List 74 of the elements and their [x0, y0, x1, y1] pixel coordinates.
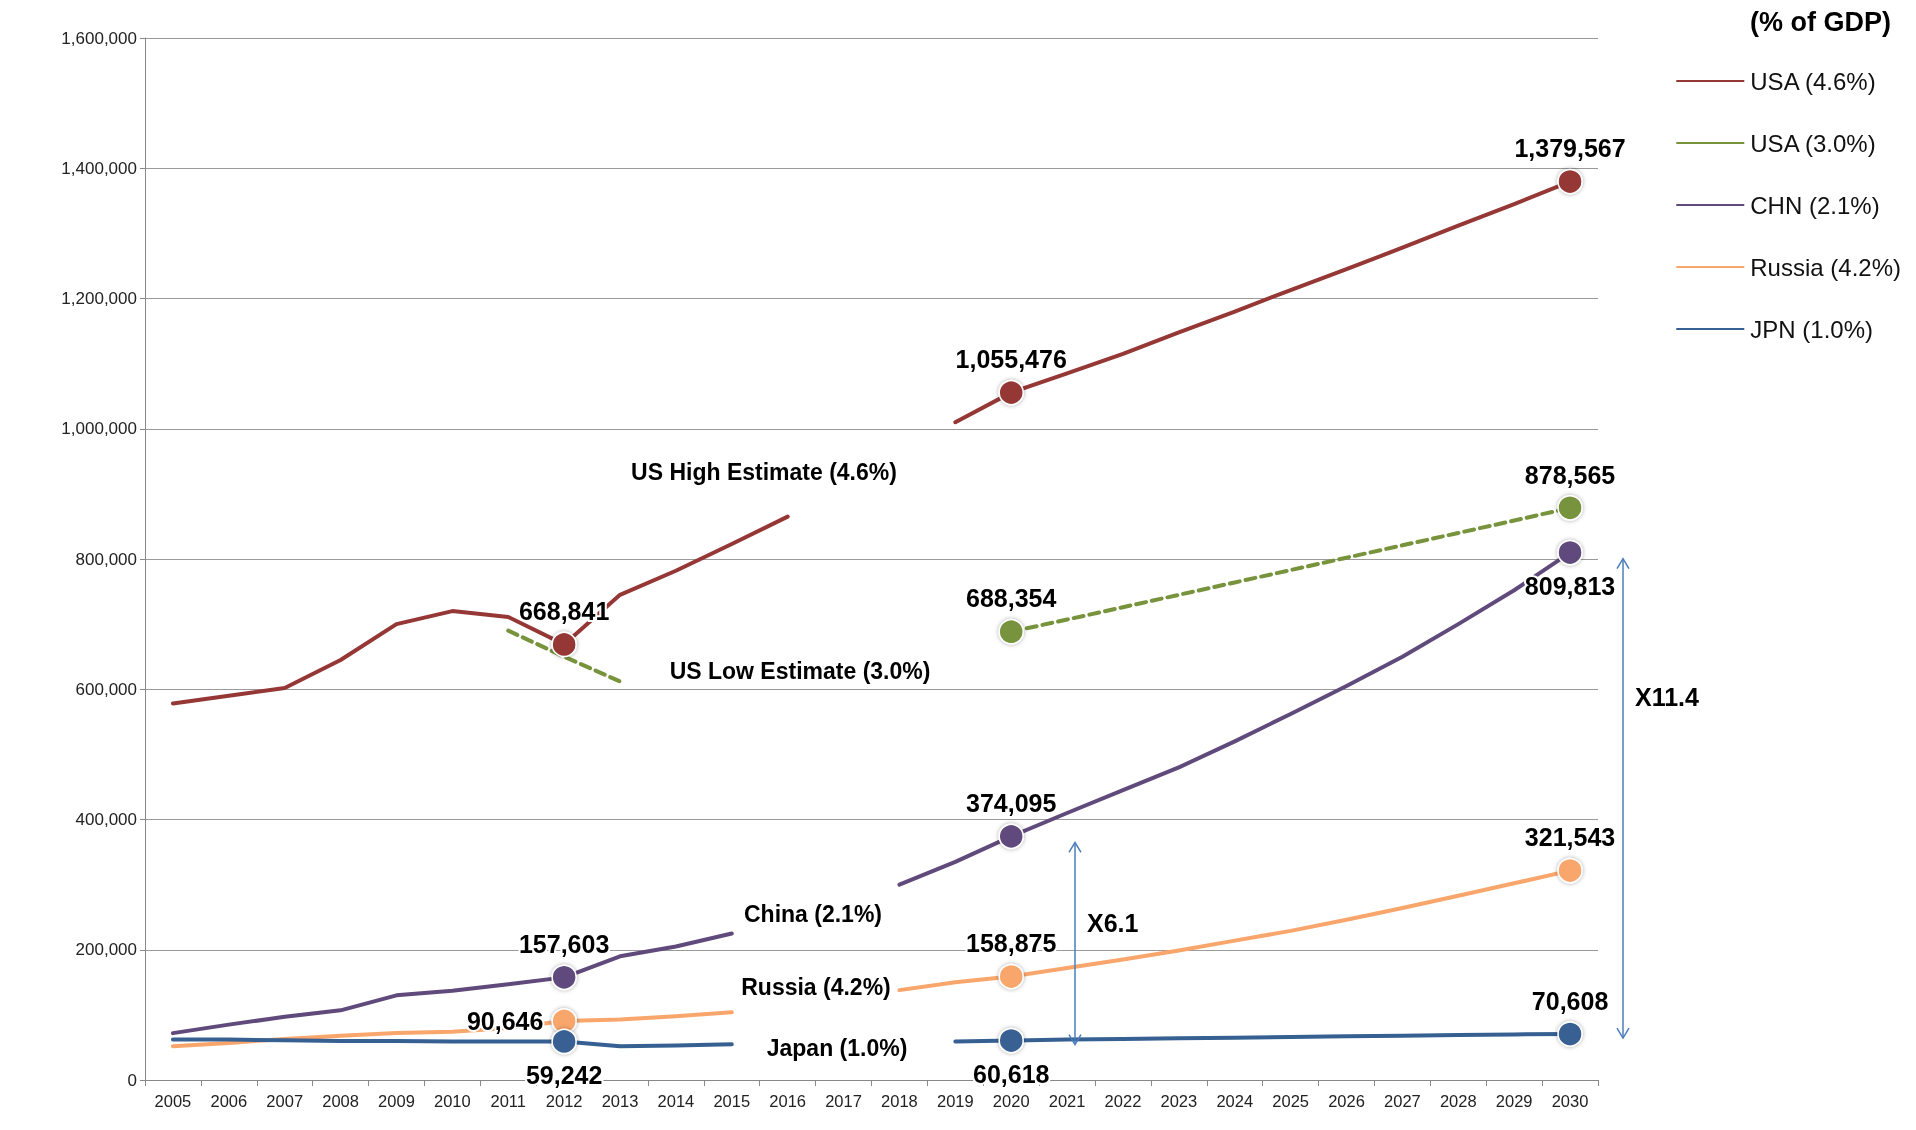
- x-tick-label: 2016: [769, 1091, 807, 1110]
- annotation: China (2.1%): [743, 901, 883, 927]
- x-tick-label: 2026: [1328, 1091, 1365, 1110]
- data-label: 1,379,567: [1514, 134, 1626, 163]
- y-tick-label: 1,200,000: [61, 289, 137, 308]
- point: [551, 1028, 577, 1055]
- x-tick-label: 2024: [1216, 1091, 1254, 1110]
- y-tick-label: 600,000: [75, 679, 137, 699]
- point: [1557, 539, 1583, 566]
- y-tick-label: 800,000: [75, 549, 137, 569]
- x-tick-label: 2023: [1160, 1091, 1198, 1110]
- legend-label: CHN (2.1%): [1750, 191, 1880, 219]
- x-tick-label: 2007: [266, 1091, 304, 1110]
- x-tick-label: 2015: [713, 1091, 751, 1110]
- point: [551, 1008, 577, 1034]
- annotation: Japan (1.0%): [766, 1035, 908, 1061]
- point: [551, 631, 577, 658]
- data-label: 878,565: [1524, 460, 1616, 489]
- x-tick-label: 2012: [545, 1091, 583, 1110]
- data-label: 374,095: [966, 789, 1057, 818]
- point: [551, 964, 577, 991]
- data-label: 1,055,476: [955, 345, 1067, 374]
- x-tick-label: 2020: [992, 1091, 1030, 1110]
- point: [1557, 495, 1583, 521]
- point: [1557, 1021, 1583, 1047]
- x-tick-label: 2011: [490, 1091, 526, 1110]
- x-tick-label: 2019: [936, 1091, 974, 1110]
- annotation: X6.1: [1087, 909, 1139, 937]
- legend-label: USA (4.6%): [1750, 67, 1876, 95]
- annotation: Russia (4.2%): [741, 974, 891, 1000]
- point: [998, 1027, 1024, 1054]
- x-tick-label: 2025: [1272, 1091, 1309, 1110]
- data-label: 157,603: [518, 930, 610, 959]
- point: [998, 379, 1024, 406]
- data-label: 321,543: [1524, 823, 1616, 852]
- data-label: 688,354: [966, 584, 1057, 613]
- legend-label: USA (3.0%): [1750, 129, 1876, 157]
- y-tick-label: 200,000: [75, 940, 137, 960]
- annotation: US High Estimate (4.6%): [631, 459, 897, 485]
- x-tick-label: 2017: [825, 1091, 862, 1110]
- y-tick-label: 400,000: [75, 810, 137, 829]
- x-tick-label: 2029: [1495, 1091, 1533, 1110]
- x-tick-label: 2005: [154, 1091, 192, 1110]
- text: X11.4: [1635, 683, 1700, 711]
- annotation: US Low Estimate (3.0%): [669, 658, 931, 684]
- y-tick-label: 1,400,000: [61, 158, 137, 178]
- y-tick-label: 1,600,000: [61, 28, 137, 48]
- x-tick-label: 2009: [378, 1091, 415, 1110]
- legend-label: JPN (1.0%): [1750, 315, 1873, 343]
- data-label: 59,242: [525, 1060, 603, 1089]
- x-tick-label: 2021: [1048, 1091, 1086, 1110]
- x-tick-label: 2030: [1551, 1091, 1589, 1110]
- data-label: 158,875: [966, 929, 1057, 958]
- x-tick-label: 2022: [1104, 1091, 1142, 1110]
- x-tick-label: 2006: [210, 1091, 248, 1110]
- point: [1557, 168, 1583, 195]
- x-tick-label: 2013: [601, 1091, 639, 1110]
- x-tick-label: 2028: [1439, 1091, 1477, 1110]
- point: [998, 618, 1024, 645]
- y-tick-label: 0: [127, 1070, 137, 1090]
- x-tick-label: 2027: [1384, 1091, 1421, 1110]
- data-label: 60,618: [972, 1059, 1050, 1088]
- legend-title: (% of GDP): [1750, 6, 1892, 37]
- x-tick-label: 2018: [881, 1091, 918, 1110]
- x-tick-label: 2010: [434, 1091, 471, 1110]
- x-tick-label: 2008: [322, 1091, 359, 1110]
- x-tick-label: 2014: [657, 1091, 695, 1110]
- data-label: 70,608: [1531, 986, 1609, 1015]
- point: [998, 963, 1024, 990]
- data-label: 809,813: [1524, 571, 1616, 600]
- y-tick-label: 1,000,000: [61, 419, 137, 439]
- point: [998, 823, 1024, 850]
- legend-label: Russia (4.2%): [1750, 253, 1901, 281]
- point: [1557, 857, 1583, 884]
